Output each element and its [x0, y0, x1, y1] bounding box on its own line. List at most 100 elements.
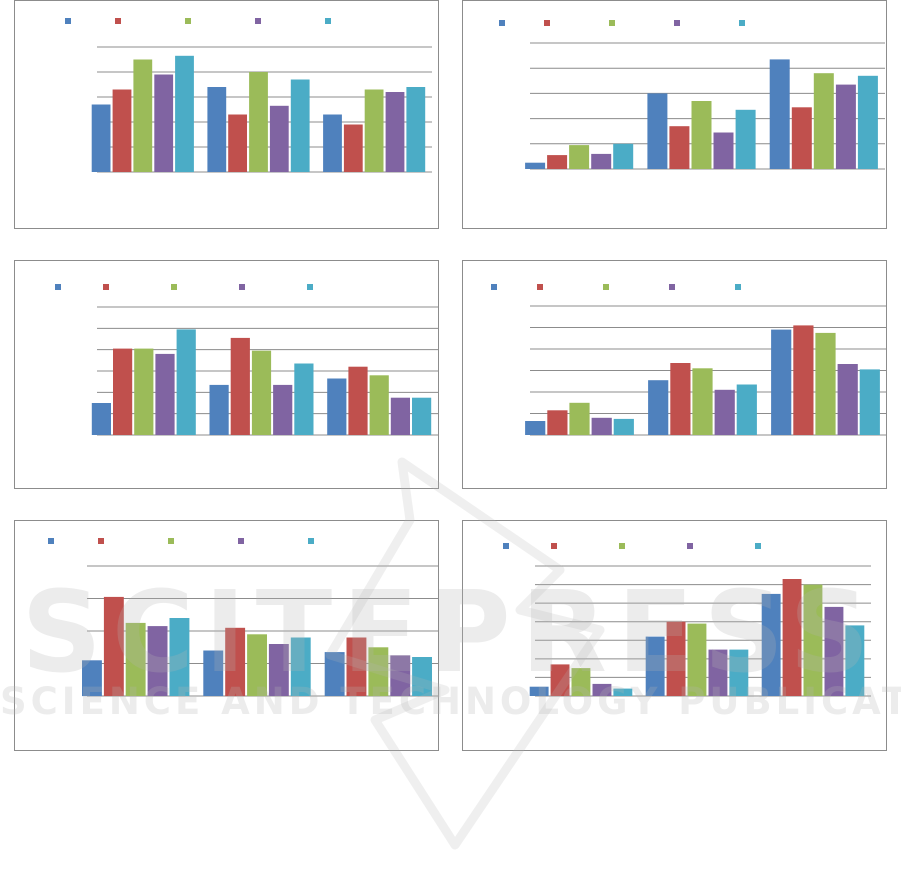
bar: [613, 143, 634, 169]
bar: [230, 337, 250, 435]
bar: [845, 625, 865, 696]
bar: [769, 59, 790, 169]
legend-marker: [669, 284, 675, 290]
bar: [273, 384, 293, 435]
bar: [134, 348, 154, 435]
legend-marker: [115, 18, 121, 24]
legend-marker: [168, 538, 174, 544]
legend-marker: [674, 20, 680, 26]
legend-marker: [551, 543, 557, 549]
bar-chart: [48, 538, 439, 697]
bar: [692, 368, 713, 435]
bar: [207, 87, 227, 172]
bar: [113, 348, 133, 435]
bar: [613, 418, 634, 435]
legend-marker: [98, 538, 104, 544]
legend-marker: [239, 284, 245, 290]
legend-marker: [238, 538, 244, 544]
legend-marker: [503, 543, 509, 549]
bar-chart: [491, 284, 887, 436]
bar: [824, 606, 844, 696]
bar: [247, 634, 267, 697]
legend-marker: [308, 538, 314, 544]
bar: [125, 622, 146, 696]
chart-panel-4: [462, 260, 887, 489]
bar: [269, 105, 289, 173]
bar: [771, 329, 792, 435]
bar: [761, 593, 781, 696]
legend-marker: [544, 20, 550, 26]
chart-panel-1: [14, 0, 439, 229]
bar: [390, 655, 411, 696]
bar: [251, 350, 272, 435]
bar: [249, 72, 268, 172]
bar: [169, 618, 190, 696]
bar: [364, 89, 384, 172]
bar: [815, 332, 836, 435]
bar: [147, 626, 168, 696]
legend-marker: [603, 284, 609, 290]
bar-chart: [65, 18, 432, 173]
bar: [343, 124, 363, 172]
bar: [82, 660, 102, 697]
bar: [708, 649, 728, 696]
bar: [687, 623, 707, 696]
bar: [529, 686, 549, 696]
bar: [592, 683, 612, 696]
bar: [525, 421, 546, 435]
bar: [155, 353, 175, 435]
legend-marker: [55, 284, 61, 290]
bar: [782, 579, 802, 696]
bar: [268, 644, 289, 696]
bar: [209, 384, 229, 435]
bar: [591, 153, 612, 169]
bar: [112, 89, 132, 172]
bar: [225, 627, 246, 697]
bar: [290, 79, 310, 172]
bar: [290, 637, 311, 696]
bar-chart: [503, 543, 871, 697]
bar: [390, 397, 410, 435]
bar-chart: [55, 284, 438, 436]
bar: [91, 403, 111, 435]
bar: [669, 126, 690, 169]
chart-panel-6: [462, 520, 887, 751]
bar: [729, 649, 749, 696]
bar-chart: [499, 20, 885, 170]
bar: [859, 369, 880, 435]
bar: [547, 410, 568, 435]
bar: [368, 647, 389, 697]
bar: [176, 329, 196, 435]
bar: [294, 363, 314, 435]
chart-panel-3: [14, 260, 439, 489]
bar: [803, 584, 823, 696]
bar: [793, 325, 814, 435]
bar: [175, 55, 194, 173]
bar: [571, 668, 591, 696]
bar: [670, 363, 691, 435]
legend-marker: [48, 538, 54, 544]
bar: [324, 652, 345, 696]
bar: [736, 384, 757, 435]
bar: [412, 397, 432, 435]
legend-marker: [499, 20, 505, 26]
bar: [735, 109, 756, 169]
legend-marker: [537, 284, 543, 290]
bar: [648, 380, 669, 435]
bar: [666, 621, 686, 696]
legend-marker: [687, 543, 693, 549]
bar: [569, 145, 590, 169]
bar: [791, 107, 812, 169]
bar: [323, 114, 342, 172]
legend-marker: [171, 284, 177, 290]
legend-marker: [65, 18, 71, 24]
bar: [203, 650, 224, 696]
bar: [385, 92, 405, 172]
chart-panel-2: [462, 0, 887, 229]
bar: [550, 664, 570, 696]
bar: [569, 402, 590, 436]
bar: [813, 73, 834, 169]
bar: [406, 87, 426, 172]
legend-marker: [739, 20, 745, 26]
chart-panel-5: [14, 520, 439, 751]
